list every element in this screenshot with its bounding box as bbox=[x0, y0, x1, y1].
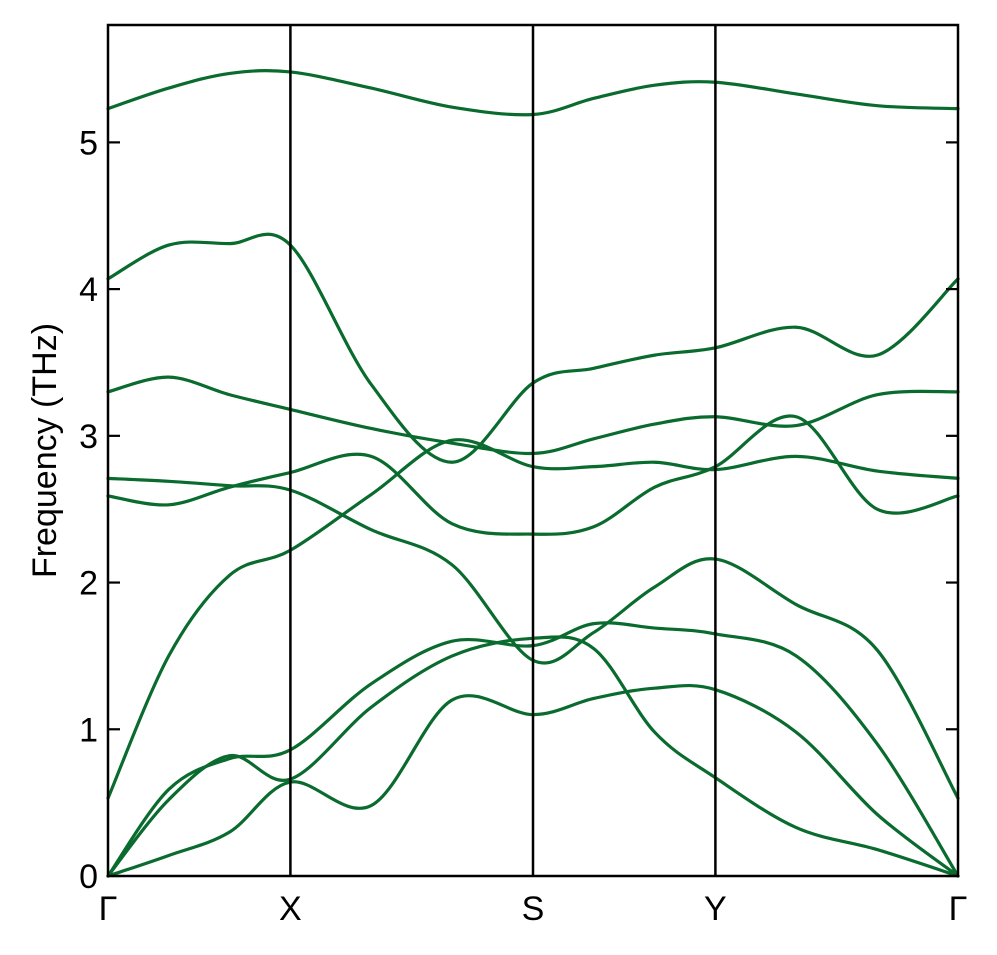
y-tick-label: 3 bbox=[79, 418, 98, 456]
y-tick-label: 1 bbox=[79, 711, 98, 749]
y-tick-label: 5 bbox=[79, 124, 98, 162]
y-axis-ticks: 0 1 2 3 4 5 bbox=[79, 124, 958, 896]
x-tick-label: S bbox=[522, 890, 545, 928]
y-axis-label: Frequency (THz) bbox=[26, 323, 64, 578]
band-line-4 bbox=[106, 438, 960, 800]
x-tick-label: X bbox=[279, 890, 302, 928]
y-tick-label: 4 bbox=[79, 271, 98, 309]
x-tick-label: Γ bbox=[949, 890, 968, 928]
plot-frame bbox=[106, 23, 960, 878]
y-tick-label: 0 bbox=[79, 858, 98, 896]
y-tick-label: 2 bbox=[79, 565, 98, 603]
x-tick-label: Γ bbox=[99, 890, 118, 928]
band-line-8 bbox=[106, 232, 960, 464]
high-symmetry-lines bbox=[289, 25, 717, 876]
x-tick-label: Y bbox=[704, 890, 727, 928]
band-line-1 bbox=[106, 683, 960, 878]
band-line-6 bbox=[106, 476, 960, 800]
